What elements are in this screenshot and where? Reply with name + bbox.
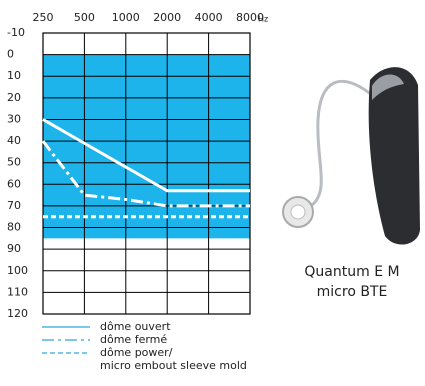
y-tick-label: -10 [7,26,25,39]
hearing-aid-image [282,67,420,245]
x-tick-label: 250 [33,11,54,24]
x-unit: Hz [258,15,268,24]
x-tick-label: 500 [74,11,95,24]
legend-label: dôme ouvert [100,320,171,333]
legend-label: dôme fermé [100,333,167,346]
product-caption: Quantum E M [304,264,399,280]
device-body [368,67,420,245]
y-tick-label: 0 [7,48,14,61]
y-tick-label: 40 [7,134,21,147]
x-tick-label: 4000 [195,11,223,24]
dome-inner [290,204,306,220]
plot-frame [42,32,251,315]
series-line [42,118,250,193]
tube [310,79,373,207]
y-tick-label: 30 [7,112,21,125]
x-tick-label: 2000 [153,11,181,24]
y-tick-label: 80 [7,221,21,234]
y-tick-label: 90 [7,242,21,255]
product-caption: micro BTE [317,284,388,300]
x-tick-label: 1000 [112,11,140,24]
y-tick-label: 120 [7,307,28,320]
y-tick-label: 110 [7,285,28,298]
series-line [41,140,250,208]
y-tick-label: 60 [7,177,21,190]
device-top [372,74,404,100]
x-tick-label: 8000 [236,11,264,24]
legend-label: dôme power/micro embout sleeve mold [100,346,247,372]
y-tick-label: 10 [7,69,21,82]
shaded-band [43,54,250,239]
y-tick-label: 100 [7,264,28,277]
y-tick-label: 70 [7,199,21,212]
y-tick-label: 20 [7,91,21,104]
y-tick-label: 50 [7,156,21,169]
